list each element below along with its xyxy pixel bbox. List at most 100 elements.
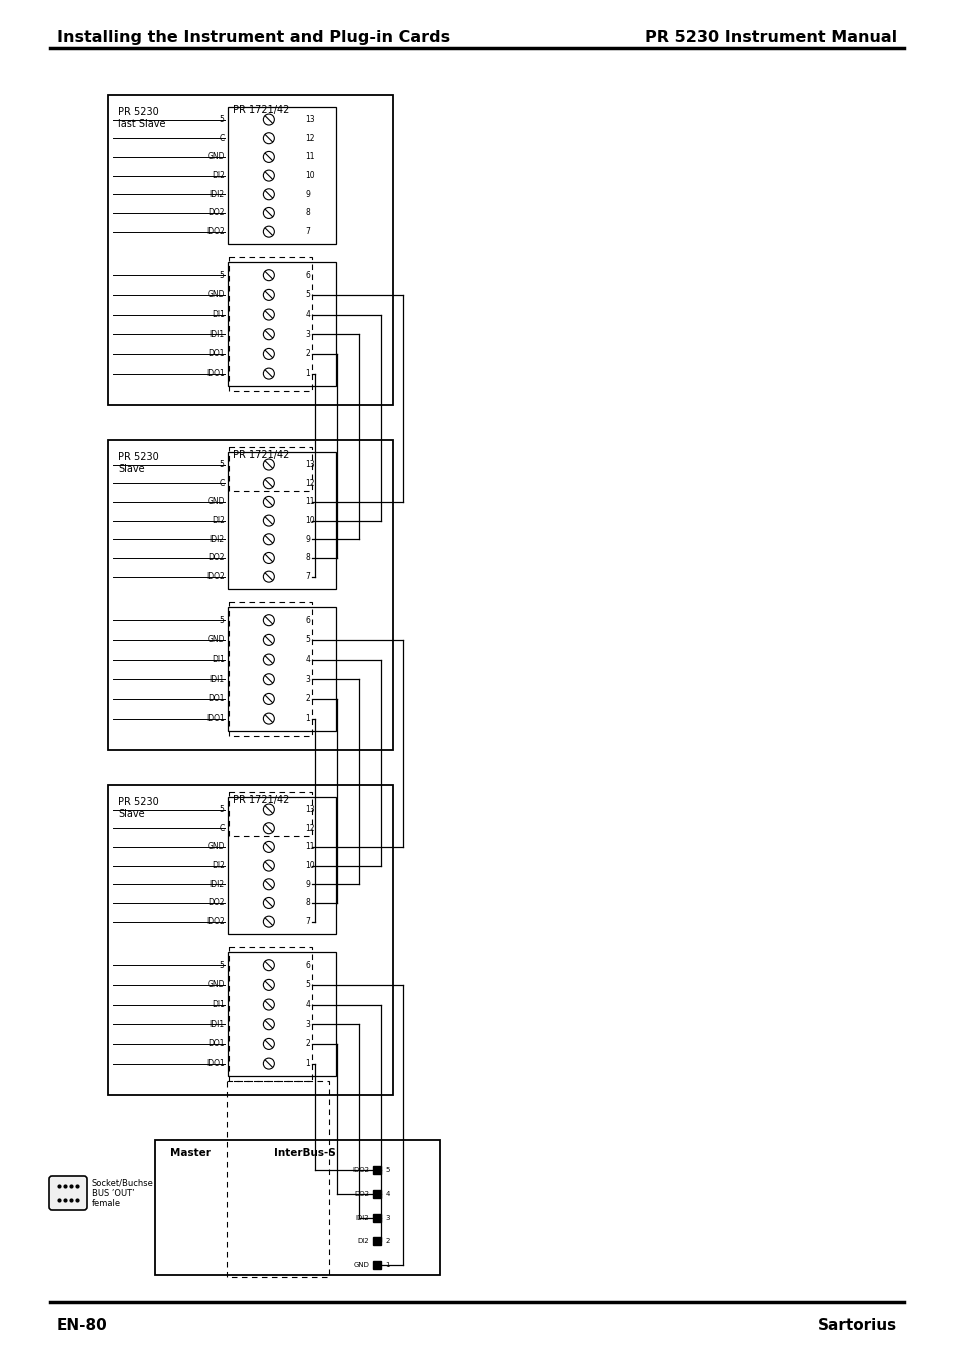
Circle shape bbox=[263, 478, 274, 489]
Circle shape bbox=[263, 309, 274, 320]
Text: DI2: DI2 bbox=[357, 1238, 369, 1245]
Text: PR 1721/42: PR 1721/42 bbox=[233, 795, 289, 805]
Text: PR 5230 Instrument Manual: PR 5230 Instrument Manual bbox=[644, 30, 896, 45]
Circle shape bbox=[263, 879, 274, 890]
Circle shape bbox=[263, 713, 274, 724]
Text: IDO2: IDO2 bbox=[206, 917, 225, 926]
Bar bbox=[228, 608, 335, 732]
Text: Slave: Slave bbox=[118, 464, 145, 474]
Circle shape bbox=[263, 841, 274, 852]
Bar bbox=[229, 258, 312, 392]
Text: IDI2: IDI2 bbox=[210, 535, 225, 544]
Text: C: C bbox=[219, 479, 225, 487]
Circle shape bbox=[263, 329, 274, 340]
Bar bbox=[108, 95, 393, 405]
Text: EN-80: EN-80 bbox=[57, 1318, 108, 1332]
Text: IDI2: IDI2 bbox=[355, 1215, 369, 1220]
Circle shape bbox=[263, 917, 274, 927]
Circle shape bbox=[263, 552, 274, 563]
Circle shape bbox=[263, 369, 274, 379]
Bar bbox=[228, 798, 335, 934]
Text: IDI1: IDI1 bbox=[210, 675, 225, 683]
Text: DI1: DI1 bbox=[212, 1000, 225, 1008]
Text: IDI2: IDI2 bbox=[210, 190, 225, 198]
Text: 8: 8 bbox=[305, 208, 310, 217]
Text: 3: 3 bbox=[385, 1215, 390, 1220]
Text: GND: GND bbox=[207, 842, 225, 852]
Text: last Slave: last Slave bbox=[118, 119, 165, 130]
Bar bbox=[229, 792, 312, 836]
Text: GND: GND bbox=[207, 636, 225, 644]
Text: 8: 8 bbox=[305, 554, 310, 563]
Text: PR 5230: PR 5230 bbox=[118, 796, 158, 807]
Text: GND: GND bbox=[207, 497, 225, 506]
Circle shape bbox=[263, 571, 274, 582]
Text: Master: Master bbox=[170, 1148, 211, 1158]
Circle shape bbox=[263, 151, 274, 162]
Circle shape bbox=[263, 533, 274, 545]
Text: Slave: Slave bbox=[118, 809, 145, 819]
Text: IDO1: IDO1 bbox=[206, 714, 225, 724]
Text: 2: 2 bbox=[305, 1040, 310, 1049]
Text: DO1: DO1 bbox=[208, 350, 225, 358]
Circle shape bbox=[263, 614, 274, 625]
Text: 3: 3 bbox=[305, 329, 311, 339]
Bar bbox=[228, 952, 335, 1076]
Circle shape bbox=[263, 1019, 274, 1030]
Circle shape bbox=[263, 170, 274, 181]
Text: DO1: DO1 bbox=[208, 694, 225, 703]
Text: 5: 5 bbox=[305, 980, 311, 990]
Text: 13: 13 bbox=[305, 805, 315, 814]
Text: C: C bbox=[219, 824, 225, 833]
Bar bbox=[373, 1189, 381, 1197]
Text: 10: 10 bbox=[305, 861, 315, 871]
Text: 9: 9 bbox=[305, 535, 311, 544]
Circle shape bbox=[263, 132, 274, 143]
Circle shape bbox=[263, 999, 274, 1010]
FancyBboxPatch shape bbox=[49, 1176, 87, 1210]
Text: 5: 5 bbox=[219, 271, 225, 279]
Text: 2: 2 bbox=[385, 1238, 389, 1245]
Text: PR 1721/42: PR 1721/42 bbox=[233, 450, 289, 460]
Text: PR 5230: PR 5230 bbox=[118, 107, 158, 117]
Text: IDI2: IDI2 bbox=[210, 880, 225, 888]
Circle shape bbox=[263, 860, 274, 871]
Text: 5: 5 bbox=[305, 290, 311, 300]
Bar bbox=[373, 1237, 381, 1245]
Circle shape bbox=[263, 653, 274, 666]
Text: 5: 5 bbox=[305, 636, 311, 644]
Text: 8: 8 bbox=[305, 899, 310, 907]
Text: 5: 5 bbox=[219, 115, 225, 124]
Text: 6: 6 bbox=[305, 271, 311, 279]
Circle shape bbox=[263, 694, 274, 705]
Text: 12: 12 bbox=[305, 824, 314, 833]
Text: GND: GND bbox=[207, 290, 225, 300]
Text: GND: GND bbox=[207, 153, 225, 162]
Text: BUS ’OUT’: BUS ’OUT’ bbox=[91, 1188, 134, 1197]
Text: 5: 5 bbox=[385, 1166, 389, 1173]
Bar bbox=[228, 262, 335, 386]
Text: 12: 12 bbox=[305, 134, 314, 143]
Bar bbox=[108, 784, 393, 1095]
Circle shape bbox=[263, 289, 274, 301]
Text: IDO2: IDO2 bbox=[206, 572, 225, 580]
Text: 2: 2 bbox=[305, 694, 310, 703]
Bar bbox=[373, 1214, 381, 1222]
Bar bbox=[229, 447, 312, 491]
Circle shape bbox=[263, 113, 274, 126]
Text: IDO2: IDO2 bbox=[352, 1166, 369, 1173]
Text: C: C bbox=[219, 134, 225, 143]
Circle shape bbox=[263, 634, 274, 645]
Text: IDO2: IDO2 bbox=[206, 227, 225, 236]
Text: 5: 5 bbox=[219, 805, 225, 814]
Text: DI1: DI1 bbox=[212, 655, 225, 664]
Circle shape bbox=[263, 822, 274, 834]
Text: 11: 11 bbox=[305, 153, 314, 162]
Bar bbox=[373, 1166, 381, 1174]
Circle shape bbox=[263, 208, 274, 219]
Text: 4: 4 bbox=[305, 310, 311, 319]
Text: IDO1: IDO1 bbox=[206, 1060, 225, 1068]
Text: Installing the Instrument and Plug-in Cards: Installing the Instrument and Plug-in Ca… bbox=[57, 30, 450, 45]
Circle shape bbox=[263, 497, 274, 508]
Bar bbox=[229, 948, 312, 1081]
